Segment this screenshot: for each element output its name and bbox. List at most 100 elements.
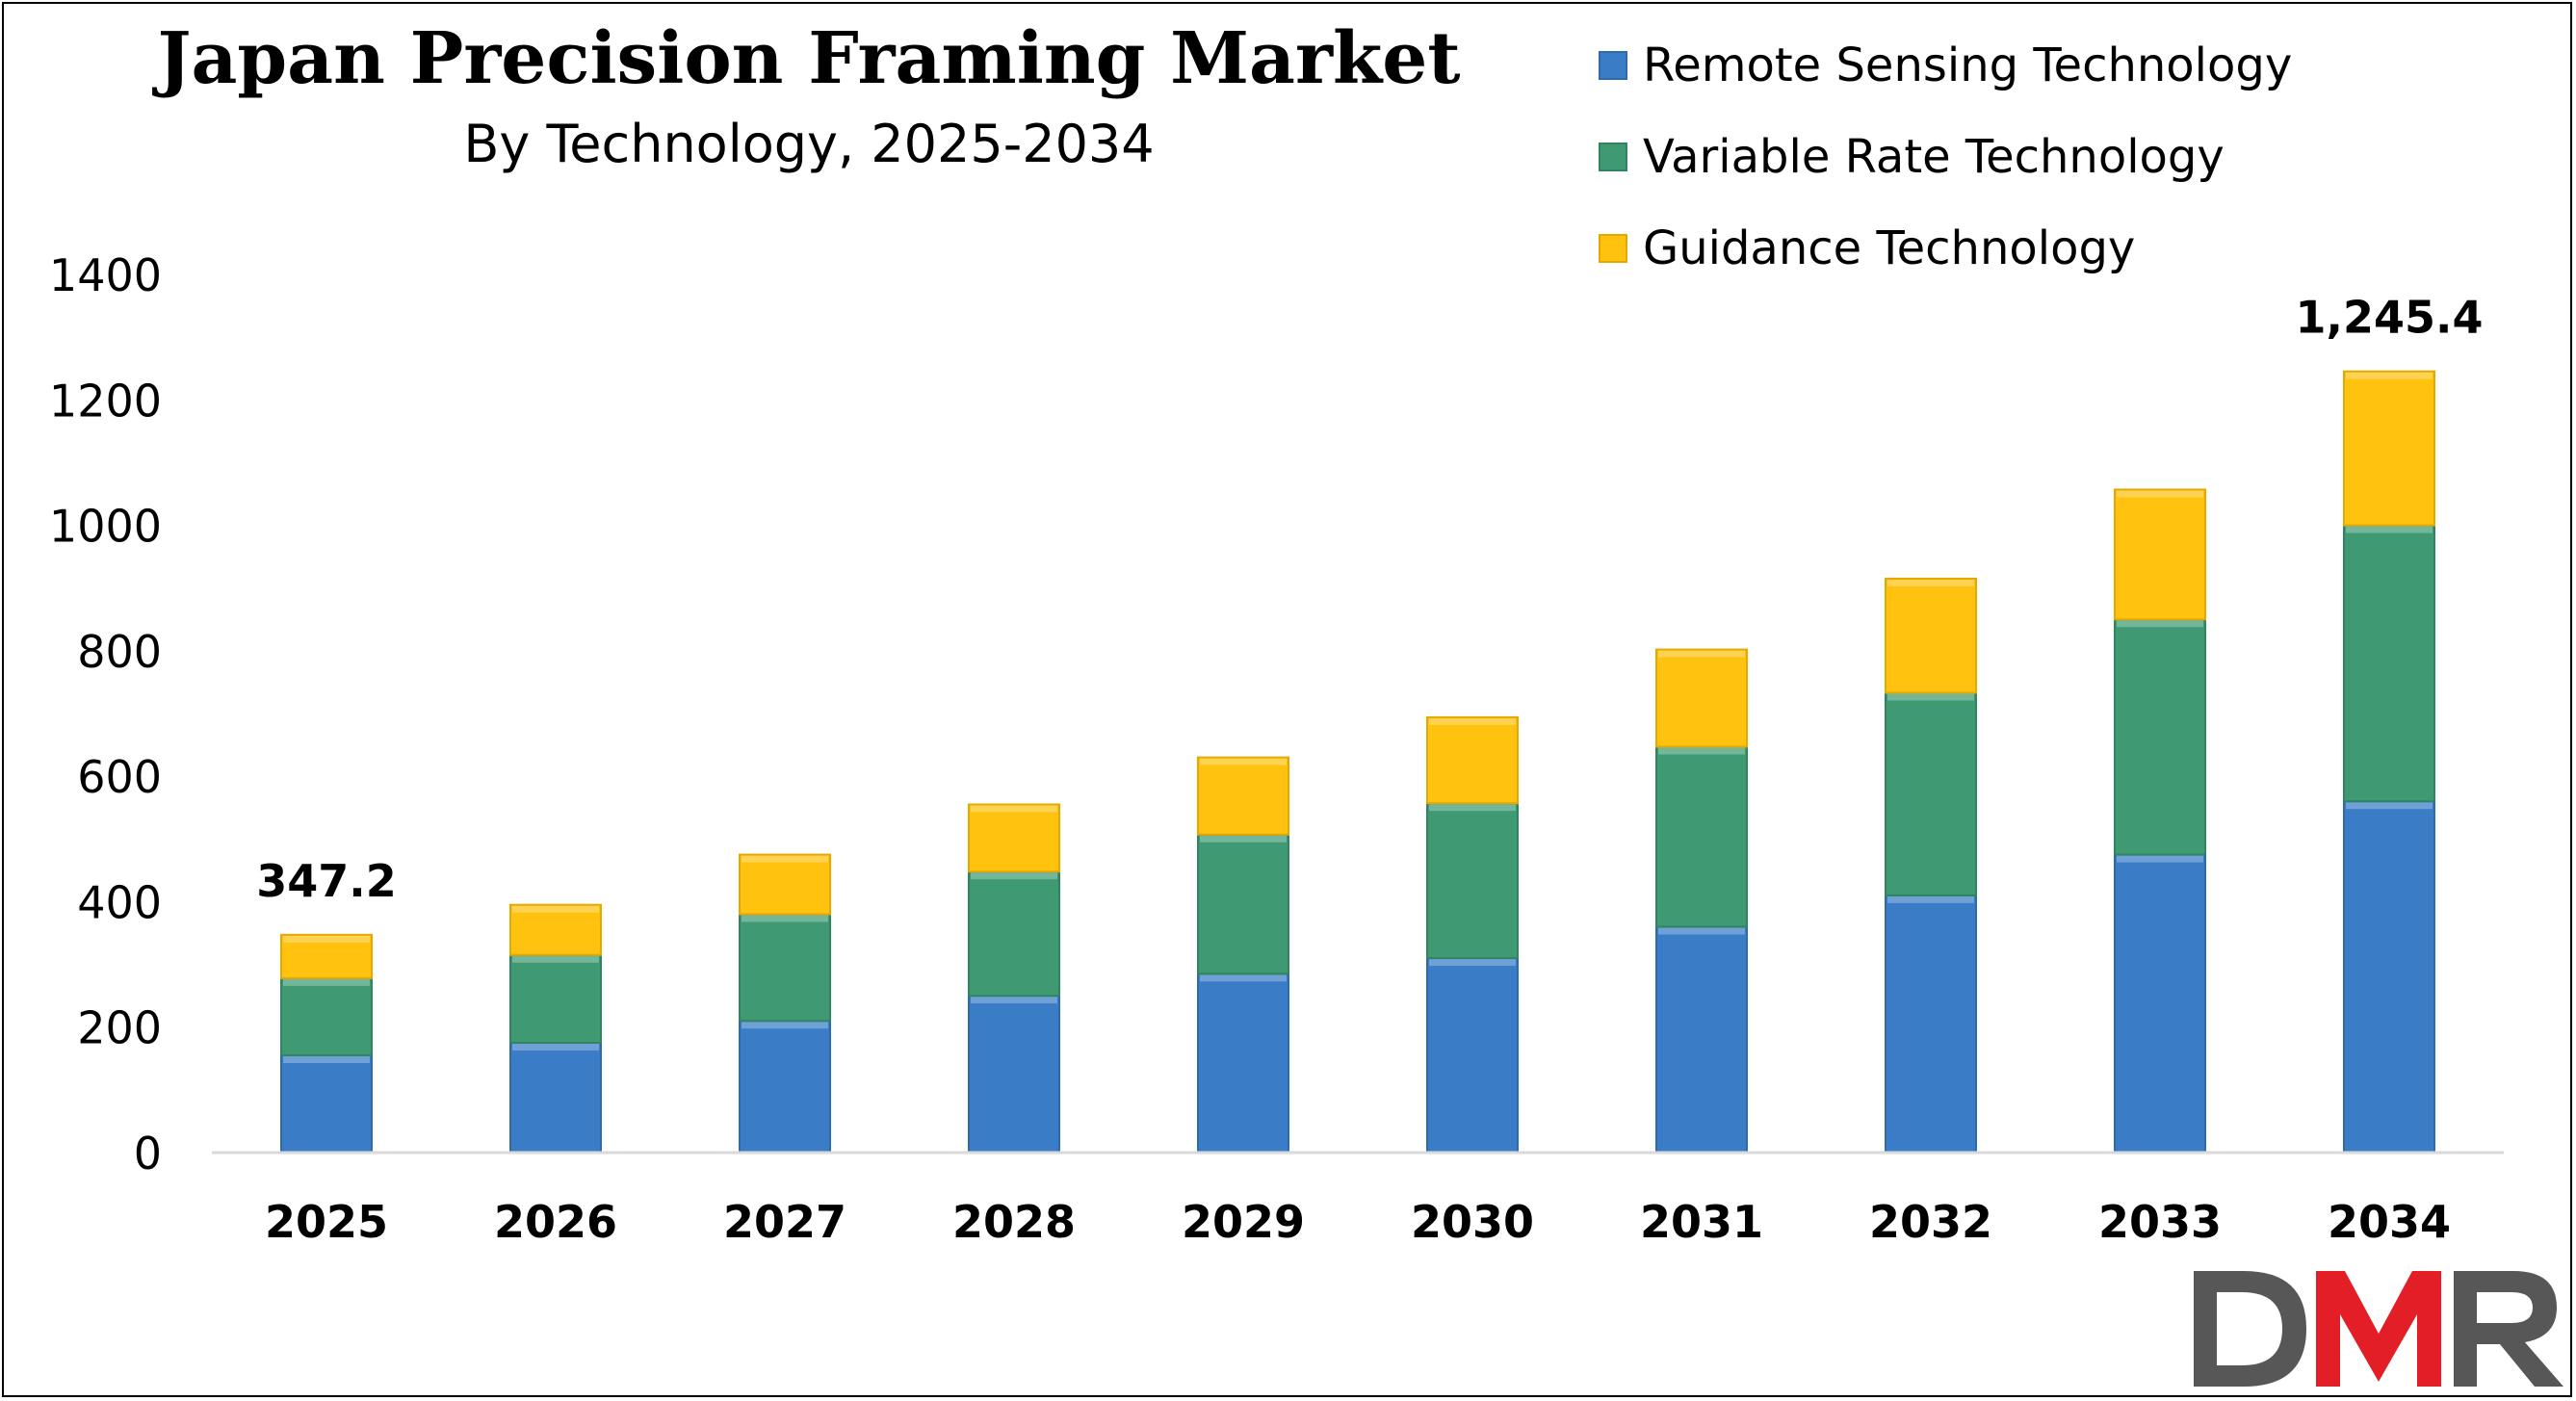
bar-bevel-guidance-2028 — [971, 805, 1057, 813]
dmr-logo — [2194, 1271, 2563, 1387]
bar-bevel-variable-rate-2025 — [283, 978, 370, 986]
bar-variable-rate-2031 — [1655, 745, 1748, 928]
bar-remote-sensing-2029 — [1197, 973, 1289, 1154]
bar-guidance-2033 — [2114, 488, 2206, 621]
bar-remote-sensing-2034 — [2343, 800, 2435, 1154]
bar-bevel-variable-rate-2028 — [971, 872, 1057, 880]
bar-variable-rate-2034 — [2343, 524, 2435, 803]
bar-bevel-guidance-2032 — [1887, 579, 1974, 586]
bar-remote-sensing-2033 — [2114, 853, 2206, 1154]
legend-label-guidance: Guidance Technology — [1643, 221, 2136, 275]
bar-bevel-guidance-2030 — [1429, 717, 1516, 725]
x-tick-label: 2034 — [2328, 1196, 2451, 1248]
bar-bevel-variable-rate-2033 — [2117, 620, 2203, 628]
x-tick-label: 2027 — [723, 1196, 846, 1248]
x-tick-label: 2029 — [1182, 1196, 1305, 1248]
bar-bevel-variable-rate-2034 — [2346, 526, 2433, 533]
data-label-2034: 1,245.4 — [2296, 292, 2484, 344]
x-tick-label: 2033 — [2098, 1196, 2222, 1248]
legend-item-remote-sensing: Remote Sensing Technology — [1599, 19, 2292, 111]
bar-bevel-remote-sensing-2034 — [2346, 802, 2433, 810]
legend-label-variable-rate: Variable Rate Technology — [1643, 129, 2225, 184]
bar-bevel-remote-sensing-2031 — [1658, 927, 1745, 935]
legend-label-remote-sensing: Remote Sensing Technology — [1643, 38, 2293, 92]
data-labels-group: 347.2 1,245.4 — [256, 292, 2483, 907]
bar-guidance-2025 — [280, 933, 373, 979]
bar-bevel-variable-rate-2026 — [512, 955, 599, 963]
bar-bevel-guidance-2033 — [2117, 490, 2203, 498]
bar-remote-sensing-2031 — [1655, 925, 1748, 1154]
y-tick-label: 800 — [77, 626, 162, 678]
x-tick-label: 2025 — [265, 1196, 388, 1248]
bar-variable-rate-2030 — [1426, 802, 1519, 960]
bar-bevel-remote-sensing-2029 — [1200, 974, 1287, 982]
bar-variable-rate-2025 — [280, 976, 373, 1057]
bar-bevel-guidance-2034 — [2346, 372, 2433, 379]
y-tick-label: 600 — [77, 751, 162, 803]
bar-bevel-remote-sensing-2026 — [512, 1044, 599, 1051]
bar-guidance-2027 — [739, 853, 831, 916]
bar-variable-rate-2028 — [968, 870, 1060, 998]
bar-bevel-guidance-2031 — [1658, 650, 1745, 658]
bar-bevel-guidance-2029 — [1200, 758, 1287, 765]
bar-variable-rate-2033 — [2114, 618, 2206, 856]
legend-swatch-remote-sensing — [1599, 50, 1627, 80]
logo-letter-r — [2454, 1271, 2563, 1387]
bar-bevel-guidance-2027 — [742, 855, 828, 863]
logo-letter-m — [2316, 1271, 2441, 1387]
chart-title: Japan Precision Framing Market — [157, 17, 1461, 100]
bar-bevel-variable-rate-2031 — [1658, 747, 1745, 755]
y-tick-label: 1000 — [49, 501, 162, 553]
x-tick-label: 2026 — [494, 1196, 617, 1248]
bar-guidance-2029 — [1197, 756, 1289, 836]
bar-guidance-2032 — [1885, 577, 1977, 694]
bar-variable-rate-2026 — [509, 953, 602, 1044]
bar-variable-rate-2029 — [1197, 833, 1289, 975]
y-tick-label: 1400 — [49, 249, 162, 301]
data-label-2025: 347.2 — [256, 855, 397, 907]
y-tick-labels: 0 200 400 600 800 1000 1200 1400 — [49, 249, 162, 1180]
bar-remote-sensing-2026 — [509, 1042, 602, 1154]
bar-bevel-variable-rate-2029 — [1200, 835, 1287, 843]
bar-guidance-2031 — [1655, 648, 1748, 748]
bar-bevel-remote-sensing-2028 — [971, 997, 1057, 1004]
bar-bevel-remote-sensing-2025 — [283, 1056, 370, 1064]
bar-bevel-variable-rate-2030 — [1429, 804, 1516, 812]
bar-bevel-remote-sensing-2027 — [742, 1022, 828, 1029]
y-tick-label: 1200 — [49, 375, 162, 427]
bar-guidance-2026 — [509, 903, 602, 956]
bar-variable-rate-2027 — [739, 913, 831, 1023]
bar-bevel-remote-sensing-2033 — [2117, 855, 2203, 863]
bar-variable-rate-2032 — [1885, 691, 1977, 896]
bar-remote-sensing-2025 — [280, 1054, 373, 1154]
x-tick-labels: 2025 2026 2027 2028 2029 2030 2031 2032 2033 2034 — [265, 1196, 2451, 1248]
x-tick-label: 2028 — [952, 1196, 1076, 1248]
logo-letter-d — [2194, 1271, 2306, 1387]
legend: Remote Sensing Technology Variable Rate … — [1599, 19, 2292, 294]
bar-guidance-2028 — [968, 803, 1060, 873]
bar-bevel-variable-rate-2027 — [742, 915, 828, 922]
bars-group — [280, 370, 2435, 1155]
legend-item-variable-rate: Variable Rate Technology — [1599, 111, 2292, 202]
legend-swatch-guidance — [1599, 233, 1627, 263]
bar-bevel-guidance-2025 — [283, 935, 370, 943]
legend-swatch-variable-rate — [1599, 142, 1627, 171]
bar-bevel-remote-sensing-2030 — [1429, 959, 1516, 967]
chart-subtitle: By Technology, 2025-2034 — [463, 114, 1155, 174]
bar-remote-sensing-2027 — [739, 1020, 831, 1154]
bar-bevel-guidance-2026 — [512, 905, 599, 913]
bar-bevel-variable-rate-2032 — [1887, 693, 1974, 701]
bar-guidance-2034 — [2343, 370, 2435, 527]
x-tick-label: 2032 — [1869, 1196, 1992, 1248]
y-tick-label: 200 — [77, 1002, 162, 1054]
bar-remote-sensing-2030 — [1426, 957, 1519, 1154]
x-tick-label: 2030 — [1411, 1196, 1534, 1248]
bar-remote-sensing-2032 — [1885, 894, 1977, 1155]
bar-bevel-remote-sensing-2032 — [1887, 895, 1974, 903]
legend-item-guidance: Guidance Technology — [1599, 202, 2292, 294]
y-tick-label: 0 — [134, 1128, 162, 1180]
bar-guidance-2030 — [1426, 715, 1519, 805]
y-tick-label: 400 — [77, 876, 162, 928]
x-tick-label: 2031 — [1640, 1196, 1763, 1248]
